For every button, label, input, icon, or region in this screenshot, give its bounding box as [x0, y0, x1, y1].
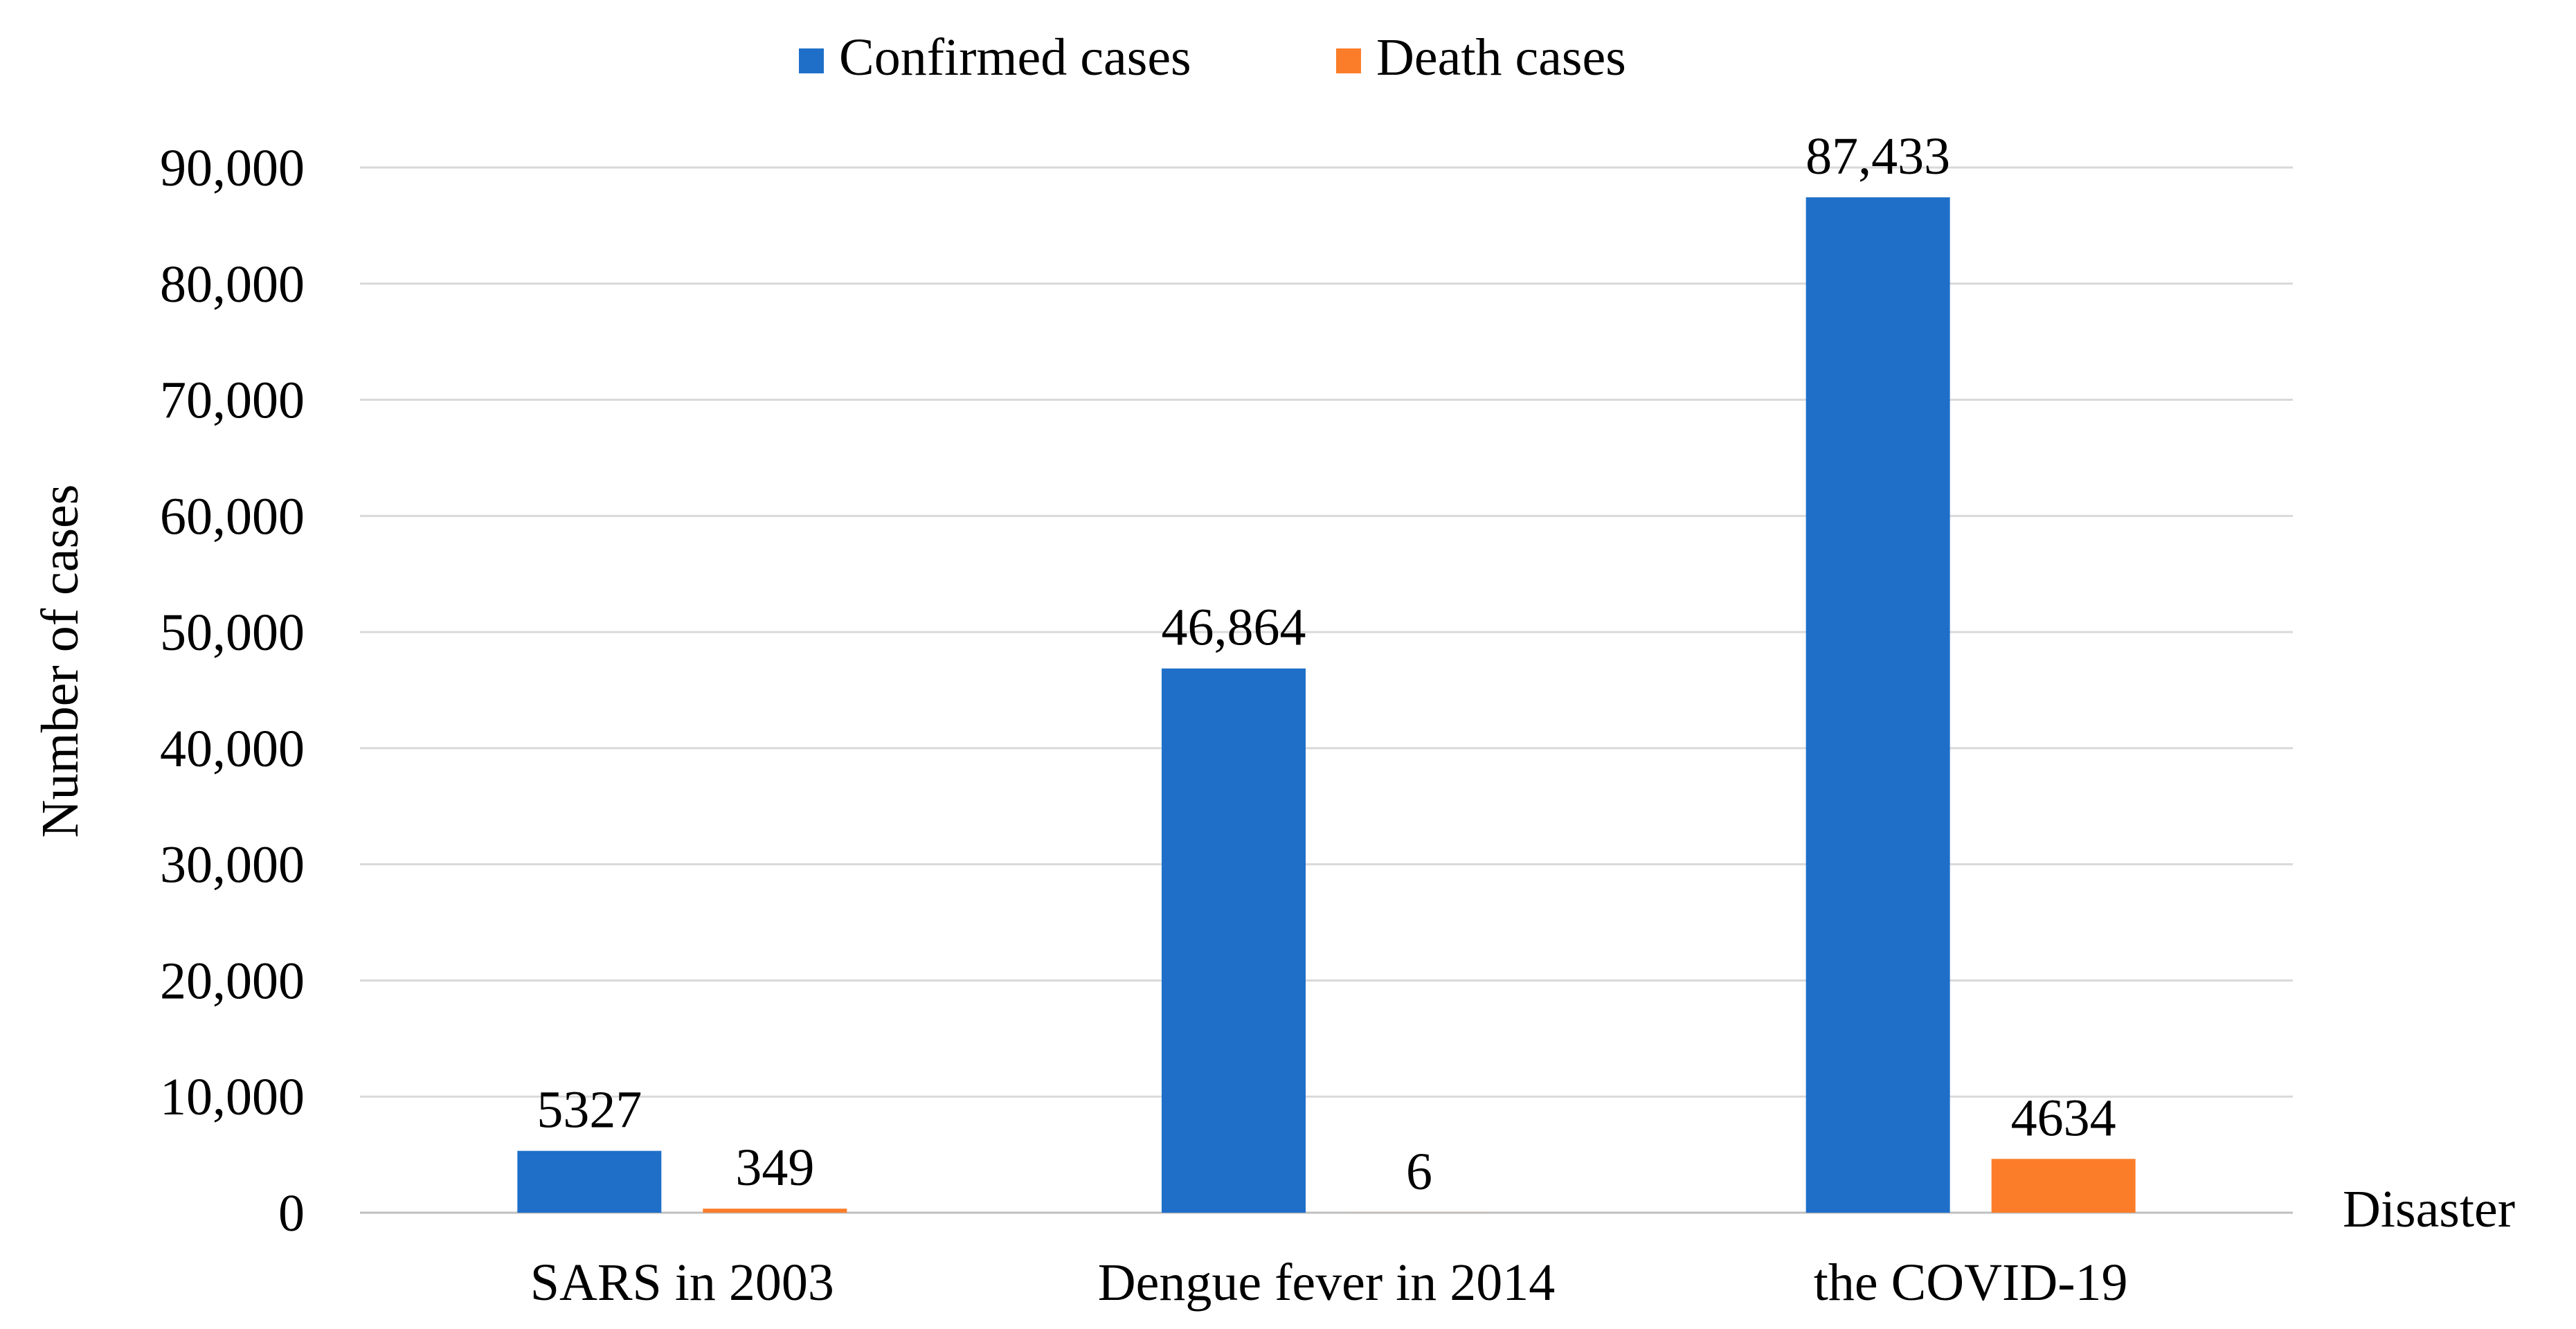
y-tick-label: 0 — [278, 1184, 305, 1242]
y-tick-label: 20,000 — [160, 952, 305, 1010]
bar-death-2 — [1991, 1159, 2136, 1213]
legend-label-death: Death cases — [1376, 28, 1626, 87]
data-label-death-1: 6 — [1406, 1143, 1432, 1201]
bar-confirmed-1 — [1162, 668, 1306, 1213]
data-label-confirmed-0: 5327 — [537, 1081, 642, 1139]
y-tick-label: 60,000 — [160, 487, 305, 545]
gridlines — [360, 166, 2293, 1214]
y-tick-label: 40,000 — [160, 720, 305, 778]
data-label-confirmed-1: 46,864 — [1162, 599, 1306, 657]
bar-confirmed-0 — [517, 1150, 662, 1213]
data-label-death-0: 349 — [735, 1139, 814, 1197]
data-labels: 5327 46,864 87,433 349 6 4634 — [537, 127, 2116, 1201]
y-tick-label: 80,000 — [160, 255, 305, 314]
bar-confirmed-2 — [1805, 197, 1950, 1213]
legend-swatch-confirmed — [799, 48, 824, 73]
x-category-label: Dengue fever in 2014 — [1098, 1254, 1556, 1312]
x-axis-title: Disaster — [2343, 1180, 2515, 1238]
legend-label-confirmed: Confirmed cases — [839, 28, 1191, 87]
data-label-death-2: 4634 — [2011, 1089, 2116, 1147]
bar-death-0 — [703, 1209, 847, 1213]
x-axis-categories: SARS in 2003 Dengue fever in 2014 the COVI… — [530, 1254, 2128, 1312]
y-tick-label: 70,000 — [160, 372, 305, 430]
x-category-label: the COVID-19 — [1814, 1254, 2128, 1312]
y-axis-title: Number of cases — [31, 485, 89, 838]
data-label-confirmed-2: 87,433 — [1805, 127, 1950, 186]
x-category-label: SARS in 2003 — [530, 1254, 834, 1312]
y-tick-label: 50,000 — [160, 604, 305, 662]
legend-swatch-death — [1336, 48, 1361, 73]
y-tick-label: 30,000 — [160, 836, 305, 894]
bars — [517, 197, 2136, 1213]
y-tick-label: 90,000 — [160, 139, 305, 197]
y-tick-label: 10,000 — [160, 1068, 305, 1126]
legend: Confirmed cases Death cases — [799, 28, 1626, 87]
y-axis-ticks: 0 10,000 20,000 30,000 40,000 50,000 60,000 70,… — [160, 139, 305, 1242]
